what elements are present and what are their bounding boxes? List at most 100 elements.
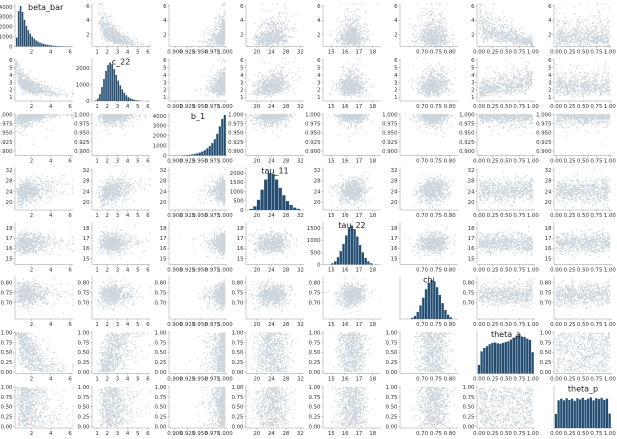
y-tick-label: 0.25 bbox=[385, 360, 397, 366]
scatter-points bbox=[245, 277, 297, 313]
scatter-points bbox=[330, 171, 373, 209]
x-tick-label: 2 bbox=[30, 322, 33, 328]
x-tick-label: 4 bbox=[49, 377, 53, 383]
x-tick-label: 0.925 bbox=[180, 213, 195, 219]
y-tick-label: 2 bbox=[317, 88, 320, 94]
x-tick-label: 0.80 bbox=[444, 159, 457, 165]
panel-axes bbox=[476, 385, 535, 429]
panel-axes bbox=[322, 4, 381, 47]
y-tick-label: 6 bbox=[548, 4, 552, 10]
y-tick-label: 2000 bbox=[153, 134, 167, 140]
histogram-bar bbox=[48, 45, 51, 47]
scatter-points bbox=[94, 113, 151, 140]
y-tick-label: 1.00 bbox=[462, 385, 475, 391]
panel-axes bbox=[91, 276, 150, 320]
x-tick-label: 17 bbox=[355, 104, 362, 110]
y-tick-label: 15 bbox=[6, 256, 13, 262]
x-tick-label: 15 bbox=[328, 50, 335, 56]
panel-axes bbox=[245, 276, 304, 320]
y-tick-label: 17 bbox=[160, 236, 167, 242]
scatter-points bbox=[405, 113, 456, 138]
scatter-points bbox=[189, 332, 226, 373]
scatter-points bbox=[197, 279, 226, 311]
x-tick-label: 0.50 bbox=[500, 431, 513, 437]
y-tick-label: 0.70 bbox=[154, 301, 167, 307]
y-tick-label: 0 bbox=[240, 208, 244, 214]
y-tick-label: 0.70 bbox=[231, 301, 244, 307]
panel-axes bbox=[14, 167, 73, 211]
x-tick-label: 16 bbox=[342, 322, 349, 328]
histogram-bar bbox=[531, 352, 534, 374]
x-tick-label: 0.925 bbox=[180, 268, 195, 274]
panel-axes bbox=[322, 113, 381, 156]
y-tick-label: 0.25 bbox=[0, 360, 12, 366]
histogram-bar bbox=[253, 206, 257, 210]
x-tick-label: 16 bbox=[342, 104, 349, 110]
panel-axes bbox=[14, 385, 73, 429]
histogram-bar bbox=[430, 279, 433, 319]
y-tick-label: 6 bbox=[9, 58, 13, 64]
histogram-bar bbox=[358, 245, 362, 265]
histogram-bar bbox=[334, 261, 337, 265]
y-tick-label: 20 bbox=[545, 200, 552, 206]
x-tick-label: 5 bbox=[136, 322, 139, 328]
x-tick-label: 0.70 bbox=[416, 377, 429, 383]
y-tick-label: 4 bbox=[9, 73, 13, 79]
x-tick-label: 1 bbox=[95, 159, 98, 165]
x-tick-label: 0.950 bbox=[192, 104, 208, 110]
scatter-points bbox=[478, 113, 534, 137]
y-tick-label: 0.80 bbox=[539, 280, 552, 286]
y-tick-label: 6 bbox=[317, 58, 321, 64]
x-tick-label: 6 bbox=[68, 268, 72, 274]
y-tick-label: 4 bbox=[163, 73, 167, 79]
x-tick-label: 0.50 bbox=[500, 159, 513, 165]
panel-axes bbox=[168, 4, 227, 47]
histogram-bar bbox=[119, 85, 122, 101]
x-tick-label: 32 bbox=[297, 213, 304, 219]
y-tick-label: 0.50 bbox=[539, 350, 552, 356]
x-tick-label: 0.00 bbox=[473, 431, 486, 437]
x-tick-label: 0.75 bbox=[590, 431, 602, 437]
y-tick-label: 1.00 bbox=[77, 385, 90, 391]
y-tick-label: 3 bbox=[471, 80, 474, 86]
x-tick-label: 0.975 bbox=[205, 104, 220, 110]
y-tick-label: 1 bbox=[394, 95, 397, 101]
y-tick-label: 1 bbox=[471, 95, 474, 101]
x-tick-label: 0.75 bbox=[430, 50, 442, 56]
x-tick-label: 1.00 bbox=[527, 377, 540, 383]
x-tick-label: 28 bbox=[282, 159, 289, 165]
x-tick-label: 4 bbox=[49, 50, 53, 56]
y-tick-label: 0.50 bbox=[154, 405, 167, 411]
histogram-bar bbox=[554, 413, 558, 428]
x-tick-label: 6 bbox=[146, 159, 150, 165]
x-tick-label: 15 bbox=[328, 431, 335, 437]
panel-axes bbox=[553, 331, 612, 374]
histogram-bar bbox=[218, 126, 221, 156]
y-tick-label: 6 bbox=[240, 4, 244, 10]
histogram-bar bbox=[135, 100, 138, 101]
histogram-bar bbox=[422, 297, 425, 319]
y-tick-label: 2 bbox=[471, 32, 474, 38]
y-tick-label: 32 bbox=[545, 168, 552, 174]
histogram-bar bbox=[493, 342, 497, 374]
histogram-bar bbox=[188, 154, 191, 156]
panel-chi-vs-tau_11: 20 24 28 32 0.70 0.75 0.80 bbox=[231, 276, 304, 328]
y-tick-label: 1.00 bbox=[385, 330, 398, 336]
y-tick-label: 1.000 bbox=[305, 112, 321, 118]
histogram-bar bbox=[444, 309, 447, 319]
y-tick-label: 0.00 bbox=[385, 424, 398, 430]
x-tick-label: 1.000 bbox=[217, 431, 233, 437]
histogram-bar bbox=[573, 400, 576, 428]
x-tick-label: 18 bbox=[369, 268, 376, 274]
y-tick-label: 32 bbox=[160, 168, 167, 174]
y-tick-label: 1.00 bbox=[0, 385, 13, 391]
panel-c_22-vs-theta_p: 0.00 0.25 0.50 0.75 1.00 12 34 56 bbox=[548, 57, 616, 110]
y-tick-label: 1.00 bbox=[539, 330, 552, 336]
x-tick-label: 18 bbox=[369, 322, 376, 328]
x-tick-label: 2 bbox=[106, 50, 109, 56]
y-tick-label: 1.000 bbox=[382, 112, 398, 118]
x-tick-label: 0.25 bbox=[487, 377, 499, 383]
x-tick-label: 0.75 bbox=[590, 104, 602, 110]
panel-axes bbox=[245, 222, 304, 265]
y-tick-label: 4000 bbox=[0, 5, 13, 11]
